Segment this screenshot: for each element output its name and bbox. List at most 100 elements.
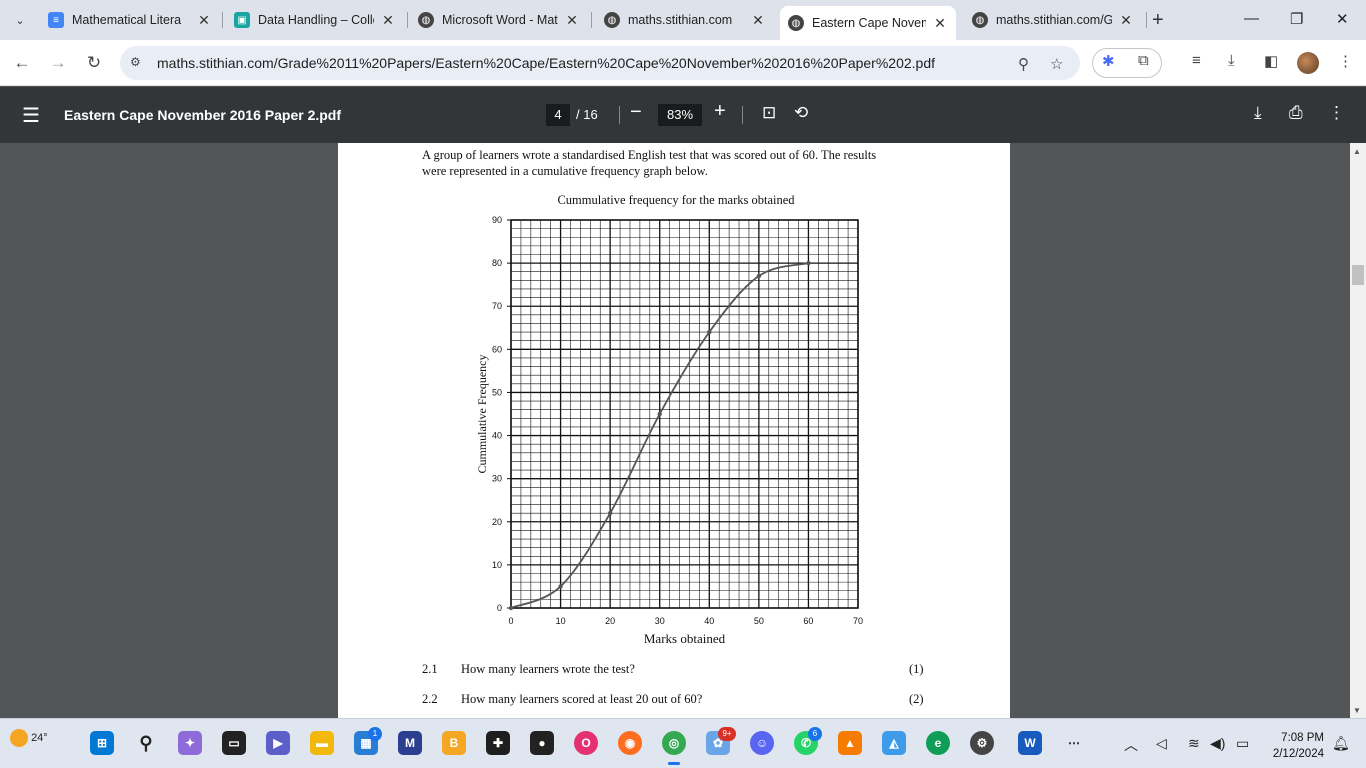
notification-bell-icon[interactable]: 🔔︎	[1332, 735, 1350, 751]
close-icon[interactable]: ✕	[566, 11, 578, 28]
restore-icon[interactable]: ❐	[1290, 11, 1304, 28]
new-tab-icon[interactable]: +	[1152, 9, 1164, 31]
address-bar[interactable]: ⚙ maths.stithian.com/Grade%2011%20Papers…	[120, 46, 1080, 80]
back-icon[interactable]: ←	[13, 53, 31, 72]
fit-page-icon[interactable]: ⊡	[762, 103, 777, 122]
side-panel-icon[interactable]: ◧	[1264, 53, 1279, 70]
y-tick-label: 90	[492, 215, 502, 225]
volume-icon[interactable]: ◀)	[1210, 735, 1226, 751]
weather-widget[interactable]: 24°	[10, 729, 48, 747]
github-icon[interactable]: ●	[530, 731, 554, 755]
rotate-icon[interactable]: ⟲	[794, 103, 809, 122]
puzzle-icon[interactable]: ⧉	[1138, 52, 1149, 69]
tab-title: Eastern Cape Novem	[812, 16, 926, 30]
opera-icon[interactable]: O	[574, 731, 598, 755]
tab-title: Microsoft Word - Mat	[442, 13, 558, 27]
reload-icon[interactable]: ↻	[86, 53, 102, 72]
word-icon[interactable]: W	[1018, 731, 1042, 755]
download-icon[interactable]: ⤓	[1228, 52, 1235, 69]
task-view-icon[interactable]: ▭	[222, 731, 246, 755]
close-icon[interactable]: ✕	[1120, 11, 1132, 28]
chrome-icon[interactable]: ◎	[662, 731, 686, 755]
close-icon[interactable]: ✕	[934, 14, 946, 31]
tab-divider	[591, 12, 592, 28]
y-tick-label: 10	[492, 560, 502, 570]
pdf-download-icon[interactable]: ⤓	[1254, 103, 1262, 122]
clock[interactable]: 7:08 PM 2/12/2024	[1268, 730, 1324, 762]
url-text[interactable]: maths.stithian.com/Grade%2011%20Papers/E…	[157, 55, 935, 71]
chart-title: Cummulative frequency for the marks obta…	[557, 193, 795, 207]
tab-eastern-cape[interactable]: ◍ Eastern Cape Novem ✕	[780, 6, 956, 40]
vlc-icon[interactable]: ▲	[838, 731, 862, 755]
discord-icon[interactable]: ☺	[750, 731, 774, 755]
y-tick-label: 60	[492, 344, 502, 354]
tab-microsoft-word[interactable]: ◍ Microsoft Word - Mat ✕	[410, 6, 588, 34]
globe-icon: ◍	[604, 12, 620, 28]
firefox-icon[interactable]: ◉	[618, 731, 642, 755]
chrome-badge: 9+	[718, 727, 736, 741]
chevron-up-icon[interactable]: ︿	[1124, 737, 1138, 753]
tab-maths-stithian-g[interactable]: ◍ maths.stithian.com/G ✕	[964, 6, 1142, 34]
date: 2/12/2024	[1272, 748, 1324, 760]
battery-icon[interactable]: ▭	[1236, 735, 1250, 751]
scrollbar[interactable]	[1350, 143, 1366, 718]
tab-search-icon[interactable]: ⌄	[15, 14, 25, 27]
browser-toolbar: ← → ↻ ⚙ maths.stithian.com/Grade%2011%20…	[0, 40, 1366, 86]
y-tick-label: 20	[492, 517, 502, 527]
data-point	[508, 605, 514, 611]
pdf-more-icon[interactable]: ⋮	[1328, 103, 1345, 122]
scroll-up-icon[interactable]: ▲	[1353, 147, 1361, 156]
forward-icon[interactable]: →	[49, 53, 67, 72]
file-explorer-icon[interactable]: ▬	[310, 731, 334, 755]
photos-icon[interactable]: ◭	[882, 731, 906, 755]
y-tick-label: 0	[497, 603, 502, 613]
app-icon[interactable]: M	[398, 731, 422, 755]
search-icon[interactable]: ⚲	[139, 732, 153, 753]
data-point	[657, 411, 662, 417]
y-tick-label: 70	[492, 301, 502, 311]
copilot-icon[interactable]: ✦	[178, 731, 202, 755]
tab-divider	[1146, 12, 1147, 28]
minimize-icon[interactable]: —	[1244, 10, 1259, 27]
site-info-icon[interactable]: ⚙	[130, 55, 141, 69]
time: 7:08 PM	[1281, 732, 1324, 744]
tab-data-handling[interactable]: ▣ Data Handling – Colle ✕	[226, 6, 404, 34]
x-axis-label: Marks obtained	[644, 631, 726, 646]
globe-icon: ◍	[788, 15, 804, 31]
window-close-icon[interactable]: ✕	[1336, 11, 1349, 28]
docs-icon: ≡	[48, 12, 64, 28]
reading-list-icon[interactable]: ≡	[1192, 52, 1201, 69]
zoom-lens-icon[interactable]: ⚲	[1018, 56, 1029, 73]
scrollbar-thumb[interactable]	[1352, 265, 1364, 285]
close-icon[interactable]: ✕	[198, 11, 210, 28]
data-point	[756, 273, 762, 279]
send-icon[interactable]: ◁	[1156, 735, 1167, 751]
hamburger-menu-icon[interactable]: ☰	[22, 105, 40, 127]
zoom-out-icon[interactable]: −	[630, 101, 642, 123]
app-icon[interactable]: B	[442, 731, 466, 755]
bookmark-star-icon[interactable]: ☆	[1050, 56, 1064, 73]
page-number-input[interactable]: 4	[546, 104, 570, 126]
zoom-input[interactable]: 83%	[658, 104, 702, 126]
chat-icon[interactable]: ▶	[266, 731, 290, 755]
avatar[interactable]	[1297, 52, 1319, 74]
overflow-icon[interactable]: ⋯	[1068, 736, 1080, 750]
close-icon[interactable]: ✕	[752, 11, 764, 28]
edge-icon[interactable]: e	[926, 731, 950, 755]
zoom-in-icon[interactable]: +	[714, 100, 726, 122]
figma-icon[interactable]: ✚	[486, 731, 510, 755]
close-icon[interactable]: ✕	[382, 11, 394, 28]
y-axis-label: Cummulative Frequency	[475, 355, 489, 474]
globe-icon: ◍	[972, 12, 988, 28]
extension-icon[interactable]: ✱	[1102, 53, 1115, 70]
browser-menu-icon[interactable]: ⋮	[1338, 53, 1353, 70]
tab-maths-stithian[interactable]: ◍ maths.stithian.com ✕	[596, 6, 774, 34]
app-icon[interactable]: ⚙	[970, 731, 994, 755]
scroll-down-icon[interactable]: ▼	[1353, 706, 1361, 715]
wifi-icon[interactable]: ≋	[1188, 735, 1200, 751]
globe-icon: ◍	[418, 12, 434, 28]
print-icon[interactable]: ⎙	[1289, 103, 1303, 122]
tab-mathematical-literacy[interactable]: ≡ Mathematical Litera ✕	[40, 6, 220, 34]
start-icon[interactable]: ⊞	[90, 731, 114, 755]
data-point	[558, 584, 563, 589]
